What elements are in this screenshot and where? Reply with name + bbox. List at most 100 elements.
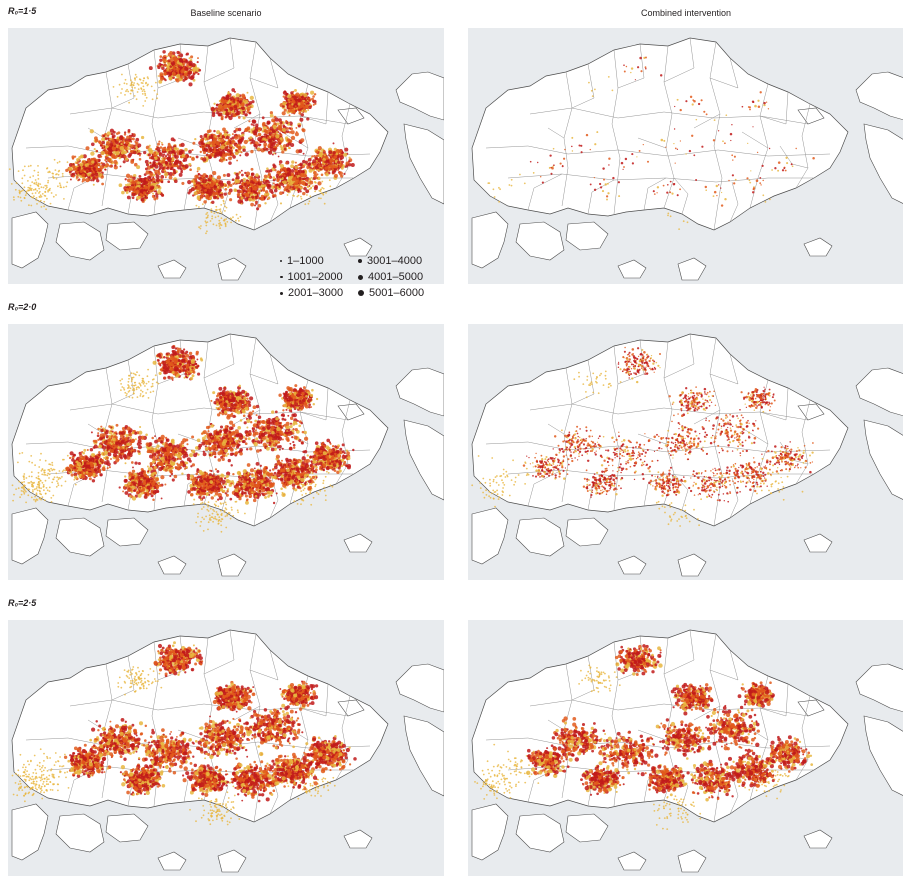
map-svg — [11, 333, 444, 577]
row-label-r0-1-5: R₀=1·5 — [8, 6, 37, 16]
main-island-shape — [471, 37, 849, 231]
row-label-r0-2-0: R₀=2·0 — [8, 302, 37, 312]
legend-label: 2001–3000 — [288, 287, 344, 299]
islet-shape — [403, 419, 444, 501]
district-boundary — [547, 127, 565, 139]
district-boundary — [663, 37, 695, 83]
map-panel-baseline-r0-2-0 — [8, 324, 444, 580]
islet-shape — [515, 517, 565, 557]
islet-shape — [515, 221, 565, 261]
islet-shape — [395, 663, 444, 713]
islet-shape — [797, 403, 825, 421]
main-island-shape — [471, 629, 849, 823]
district-boundary — [693, 113, 721, 129]
legend-dot-icon — [280, 291, 283, 295]
district-boundary — [233, 409, 261, 425]
district-boundary — [693, 409, 721, 425]
islet-shape — [337, 403, 365, 421]
islet-shape — [217, 553, 247, 577]
district-boundary — [759, 387, 789, 421]
islet-shape — [403, 123, 444, 205]
islet-shape — [11, 507, 49, 565]
islet-shape — [617, 259, 647, 279]
islet-shape — [395, 71, 444, 121]
district-boundary — [299, 387, 329, 421]
main-island-shape — [11, 37, 389, 231]
islet-shape — [677, 849, 707, 873]
main-island-shape — [471, 333, 849, 527]
islet-shape — [217, 257, 247, 281]
islet-shape — [105, 221, 149, 251]
district-boundary — [709, 337, 723, 527]
district-boundary — [203, 629, 235, 675]
legend-dot-icon — [280, 275, 283, 279]
islet-shape — [617, 851, 647, 871]
district-boundary — [759, 91, 789, 125]
district-boundary — [729, 477, 739, 519]
islet-shape — [105, 517, 149, 547]
legend-dot-icon — [280, 260, 282, 262]
district-boundary — [637, 433, 667, 445]
islet-shape — [855, 663, 903, 713]
islet-shape — [617, 555, 647, 575]
legend-item: 5001–6000 — [358, 285, 436, 301]
map-panel-baseline-r0-2-5 — [8, 620, 444, 876]
islet-shape — [863, 715, 903, 796]
islet-shape — [55, 517, 105, 557]
islet-shape — [677, 553, 707, 577]
map-svg — [471, 333, 903, 577]
islet-shape — [471, 803, 509, 861]
islet-shape — [565, 813, 609, 843]
legend-dot-icon — [358, 274, 363, 280]
case-points — [11, 344, 355, 533]
islet-shape — [803, 829, 833, 849]
district-boundary — [485, 145, 831, 157]
islet-shape — [55, 813, 105, 853]
islet-shape — [803, 237, 833, 257]
district-boundary — [617, 339, 645, 385]
map-svg — [471, 629, 903, 873]
islet-shape — [471, 507, 509, 565]
legend-item: 3001–4000 — [358, 253, 436, 269]
district-boundary — [485, 441, 831, 453]
islet-shape — [157, 555, 187, 575]
district-boundary — [673, 473, 689, 511]
islet-shape — [855, 71, 903, 121]
district-boundary — [663, 629, 695, 675]
case-points — [8, 50, 355, 235]
district-boundary — [729, 181, 739, 223]
district-boundary — [203, 37, 235, 83]
district-boundary — [663, 333, 695, 379]
legend-item: 4001–5000 — [358, 269, 436, 285]
map-panel-combined-r0-1-5 — [468, 28, 903, 284]
case-points — [471, 346, 814, 527]
district-boundary — [203, 333, 235, 379]
islet-shape — [515, 813, 565, 853]
district-boundary — [183, 177, 207, 211]
map-svg — [8, 37, 444, 281]
map-panel-combined-r0-2-0 — [468, 324, 903, 580]
map-panel-baseline-r0-1-5 — [8, 28, 444, 284]
legend-label: 4001–5000 — [368, 271, 424, 283]
legend-label: 5001–6000 — [369, 287, 425, 299]
district-boundary — [269, 181, 279, 223]
district-boundary — [249, 57, 279, 89]
district-boundary — [709, 41, 723, 231]
islet-shape — [863, 419, 903, 500]
legend-label: 1001–2000 — [287, 271, 343, 283]
district-boundary — [547, 423, 565, 435]
district-boundary — [709, 353, 739, 385]
islet-shape — [343, 829, 373, 849]
legend-item: 1–1000 — [280, 253, 358, 269]
district-boundary — [571, 63, 595, 109]
district-boundary — [643, 473, 667, 507]
district-boundary — [643, 177, 667, 211]
district-boundary — [617, 43, 645, 89]
district-boundary — [637, 137, 667, 149]
islet-shape — [403, 715, 444, 797]
islet-shape — [343, 237, 373, 257]
district-boundary — [571, 359, 595, 405]
map-svg — [11, 629, 444, 873]
islet-shape — [337, 107, 365, 125]
district-boundary — [281, 131, 309, 149]
